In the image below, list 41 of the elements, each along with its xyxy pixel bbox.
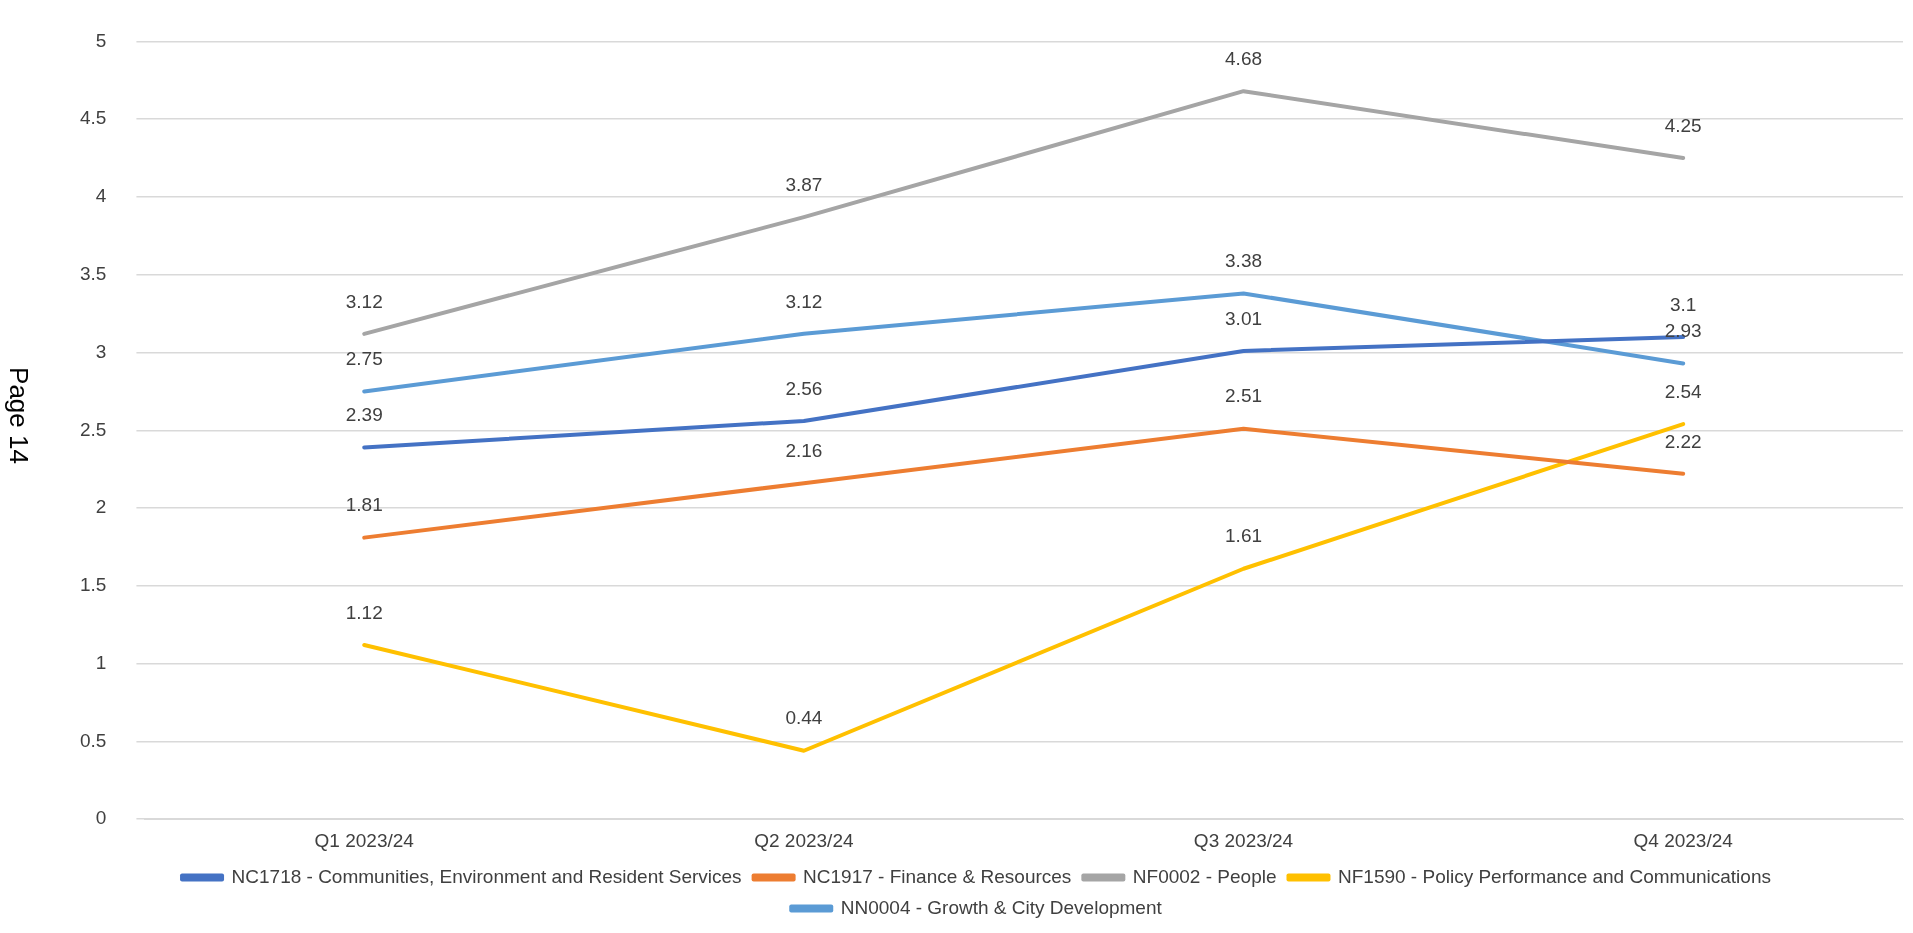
y-tick-label: 2.5 xyxy=(79,418,107,440)
data-label: 1.61 xyxy=(1225,525,1263,547)
data-label: 2.39 xyxy=(345,404,383,426)
data-label: 1.81 xyxy=(345,494,383,516)
data-label: 2.56 xyxy=(785,377,823,399)
data-label: 1.12 xyxy=(345,601,383,623)
x-tick-label: Q2 2023/24 xyxy=(754,829,854,851)
data-label: 2.54 xyxy=(1664,380,1703,402)
x-tick-label: Q3 2023/24 xyxy=(1193,829,1294,851)
y-tick-label: 0 xyxy=(95,807,107,829)
y-tick-label: 2 xyxy=(95,496,107,518)
y-tick-label: 0.5 xyxy=(79,729,107,751)
data-label: 3.12 xyxy=(785,290,823,312)
data-label: 3.1 xyxy=(1669,293,1697,315)
x-tick-label: Q4 2023/24 xyxy=(1633,829,1734,851)
y-tick-label: 3.5 xyxy=(79,262,107,284)
data-label: 3.38 xyxy=(1225,250,1263,272)
legend-label: NN0004 - Growth & City Development xyxy=(840,896,1163,918)
data-label: 0.44 xyxy=(785,707,823,729)
data-label: 2.16 xyxy=(785,439,823,461)
data-label: 2.22 xyxy=(1664,430,1702,452)
legend-label: NC1917 - Finance & Resources xyxy=(803,865,1072,887)
y-tick-label: 5 xyxy=(95,29,107,51)
data-label: 2.93 xyxy=(1664,320,1702,342)
y-tick-label: 3 xyxy=(95,340,107,362)
legend-label: NF0002 - People xyxy=(1132,865,1277,887)
legend-label: NC1718 - Communities, Environment and Resident Services xyxy=(231,865,742,887)
y-tick-label: 4 xyxy=(95,185,107,207)
legend-label: NF1590 - Policy Performance and Communications xyxy=(1337,865,1771,887)
data-label: 2.51 xyxy=(1225,385,1263,407)
y-tick-label: 4.5 xyxy=(79,107,107,129)
data-label: 3.87 xyxy=(785,173,823,195)
data-label: 2.75 xyxy=(345,348,383,370)
data-label: 4.25 xyxy=(1664,114,1702,136)
y-tick-label: 1 xyxy=(95,651,107,673)
data-label: 3.12 xyxy=(345,290,383,312)
text: Page 14 xyxy=(2,367,34,464)
data-label: 4.68 xyxy=(1225,47,1263,69)
x-tick-label: Q1 2023/24 xyxy=(314,829,415,851)
data-label: 3.01 xyxy=(1225,307,1263,329)
y-tick-label: 1.5 xyxy=(79,574,107,596)
